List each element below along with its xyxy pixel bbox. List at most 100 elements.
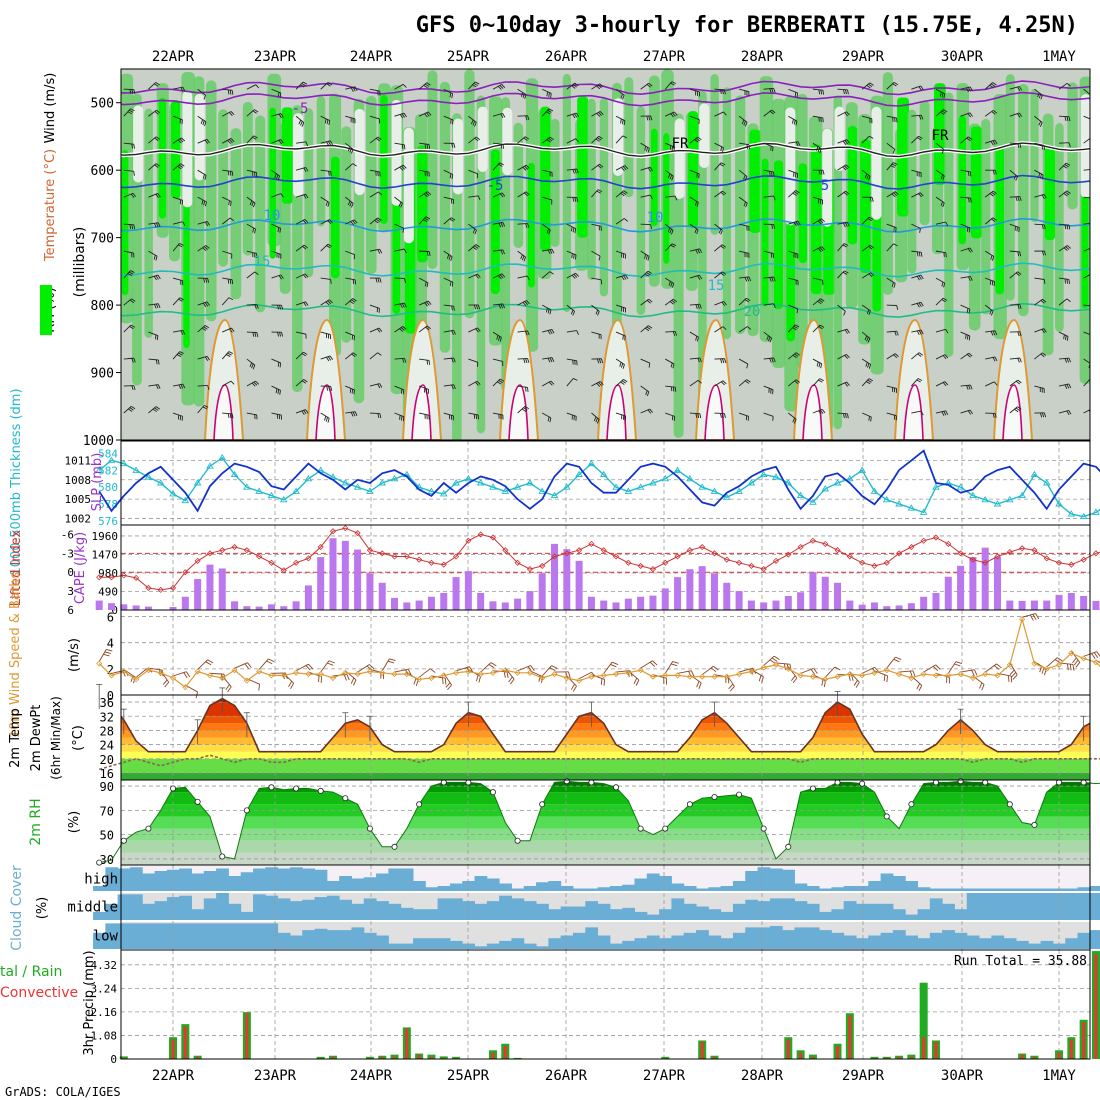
- cape-bar: [637, 596, 645, 610]
- cape-bar: [538, 573, 546, 610]
- wind-barb: [443, 196, 455, 204]
- contour-label: -5: [292, 101, 309, 117]
- thickness-point: [390, 474, 399, 482]
- wind10-point: [502, 667, 509, 674]
- cloud-bar: [954, 909, 968, 920]
- wind-barb: [197, 245, 210, 252]
- wind-barb: [739, 142, 750, 150]
- thickness-point: [624, 487, 633, 494]
- wind-barb: [714, 223, 723, 235]
- wind-barb: [197, 385, 210, 390]
- wind-barb: [320, 82, 333, 90]
- wind-barb: [418, 668, 436, 678]
- wind10-point: [526, 669, 533, 676]
- lifted-point: [957, 550, 964, 557]
- rh-patch: [453, 118, 464, 195]
- wind-barb: [788, 277, 799, 286]
- lifted-point: [982, 559, 989, 566]
- cloud-bar: [1028, 893, 1042, 920]
- thickness-point: [846, 474, 854, 482]
- rh-point: [440, 779, 447, 786]
- cloud-bar: [536, 946, 549, 949]
- right-tick-label: 1005: [65, 493, 92, 506]
- wind10-point: [428, 674, 435, 682]
- wind-barb: [394, 223, 405, 233]
- cloud-bar: [400, 907, 414, 920]
- cloud-bar: [1065, 893, 1078, 920]
- wind-barb: [271, 385, 281, 395]
- wind-barb: [468, 223, 477, 235]
- lifted-point: [268, 559, 275, 566]
- cape-bar: [255, 606, 263, 610]
- wind-barb: [221, 297, 234, 306]
- y-tick-label: 0: [110, 1053, 117, 1066]
- cloud-bar: [1065, 888, 1078, 891]
- wind-barb: [664, 223, 674, 235]
- cape-bar: [514, 598, 522, 610]
- wind-barb: [99, 332, 107, 342]
- rh-point: [514, 837, 521, 844]
- wind-barb: [517, 115, 530, 121]
- hot-column: [606, 384, 627, 440]
- rh-point: [957, 778, 964, 785]
- wind10-point: [809, 673, 816, 680]
- wind-barb: [197, 115, 207, 127]
- cloud-bar: [572, 932, 586, 949]
- cloud-bar: [511, 898, 525, 920]
- thickness-point: [255, 487, 263, 494]
- wind-barb: [935, 109, 948, 117]
- wind-barb: [985, 139, 998, 146]
- cloud-bar: [388, 943, 402, 949]
- cloud-bar: [486, 878, 500, 891]
- cloud-bar: [289, 901, 303, 920]
- axis-unit: (%): [67, 811, 82, 834]
- wind-barb: [345, 219, 358, 226]
- wind-barb: [246, 250, 258, 258]
- wind-barb: [591, 189, 603, 198]
- cape-bar: [280, 606, 288, 610]
- cloud-bar: [1015, 893, 1029, 920]
- lifted-point: [1006, 549, 1013, 556]
- cape-bar: [944, 576, 952, 610]
- cloud-bar: [659, 938, 672, 949]
- wind10-line: [98, 616, 1100, 689]
- cape-bar: [378, 582, 386, 610]
- rh-patch: [171, 100, 181, 199]
- rh-patch: [871, 106, 882, 220]
- wind10-point: [908, 674, 915, 682]
- thickness-point: [464, 474, 473, 482]
- thickness-point: [993, 500, 1002, 507]
- cloud-bar: [351, 903, 365, 920]
- thickness-point: [759, 470, 768, 478]
- rh-patch: [380, 94, 388, 224]
- wind-barb: [492, 378, 505, 387]
- cloud-bar: [326, 930, 340, 949]
- right-axis-label: CAPE (J/kg): [73, 532, 88, 604]
- cloud-bar: [363, 877, 377, 891]
- date-label: 25APR: [447, 1068, 490, 1084]
- wind-barb: [443, 357, 456, 363]
- cloud-bar: [376, 935, 389, 949]
- thickness-point: [612, 483, 620, 490]
- cloud-bar: [326, 881, 340, 891]
- wind-barb: [394, 277, 406, 283]
- rh-band: [121, 816, 1090, 829]
- cape-bar: [551, 543, 559, 610]
- rh-point: [1006, 801, 1013, 808]
- wind-barb: [541, 223, 551, 235]
- cloud-bar: [782, 869, 795, 891]
- cloud-bar: [154, 923, 168, 949]
- wind-barb: [160, 670, 170, 688]
- wind-barb: [689, 136, 702, 144]
- wind-barb: [541, 108, 554, 117]
- cloud-bar: [265, 923, 279, 949]
- wind-barb: [615, 218, 628, 225]
- precip-total-bar: [439, 1056, 448, 1059]
- wind-barb: [566, 223, 577, 234]
- lifted-point: [748, 562, 755, 569]
- wind-barb: [566, 196, 579, 202]
- thickness-point: [772, 473, 780, 480]
- cloud-bar: [253, 923, 266, 949]
- wind-barb: [246, 169, 258, 178]
- wind-barb: [320, 331, 331, 340]
